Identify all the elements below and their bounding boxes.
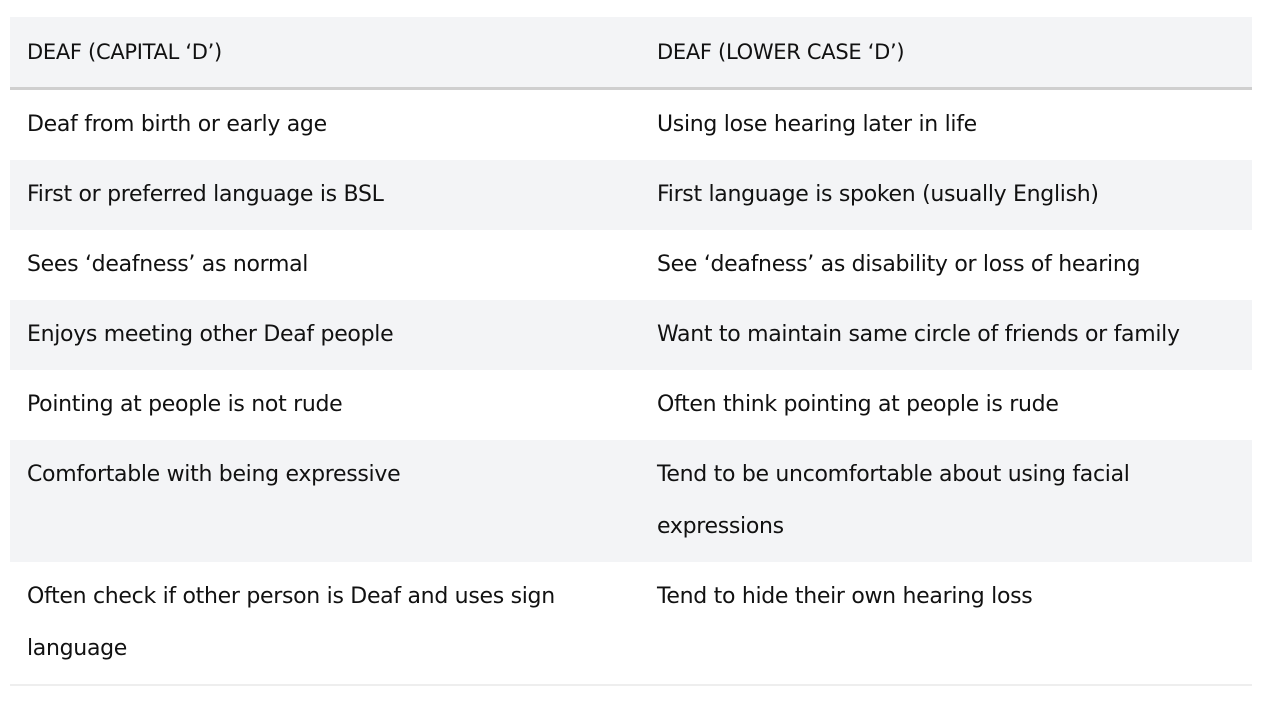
cell-lower-d: See ‘deafness’ as disability or loss of … [657, 252, 1141, 277]
cell-lower-d: Often think pointing at people is rude [657, 392, 1059, 417]
cell-lower-d: Tend to be uncomfortable about using fac… [657, 462, 1130, 539]
cell-capital-d: Deaf from birth or early age [27, 112, 327, 137]
cell-capital-d: Enjoys meeting other Deaf people [27, 322, 394, 347]
cell-lower-d: Want to maintain same circle of friends … [657, 322, 1180, 347]
cell-capital-d: Sees ‘deafness’ as normal [27, 252, 309, 277]
table-row: Pointing at people is not rude Often thin… [10, 370, 1252, 440]
table-row: Deaf from birth or early age Using lose h… [10, 89, 1252, 161]
cell-capital-d: Pointing at people is not rude [27, 392, 343, 417]
table-row: Sees ‘deafness’ as normal See ‘deafness’ … [10, 230, 1252, 300]
table-row: Often check if other person is Deaf and … [10, 562, 1252, 685]
header-capital-d: DEAF (CAPITAL ‘D’) [27, 40, 222, 64]
cell-capital-d: Comfortable with being expressive [27, 462, 401, 487]
table-row: First or preferred language is BSL First … [10, 160, 1252, 230]
table-row: Comfortable with being expressive Tend to… [10, 440, 1252, 562]
comparison-table: DEAF (CAPITAL ‘D’) DEAF (LOWER CASE ‘D’)… [10, 17, 1252, 686]
cell-capital-d: First or preferred language is BSL [27, 182, 384, 207]
cell-lower-d: First language is spoken (usually Englis… [657, 182, 1099, 207]
header-lower-d: DEAF (LOWER CASE ‘D’) [657, 40, 905, 64]
header-row: DEAF (CAPITAL ‘D’) DEAF (LOWER CASE ‘D’) [10, 17, 1252, 89]
table-row: Enjoys meeting other Deaf people Want to … [10, 300, 1252, 370]
cell-lower-d: Using lose hearing later in life [657, 112, 977, 137]
cell-lower-d: Tend to hide their own hearing loss [657, 584, 1033, 609]
cell-capital-d: Often check if other person is Deaf and … [27, 584, 555, 661]
